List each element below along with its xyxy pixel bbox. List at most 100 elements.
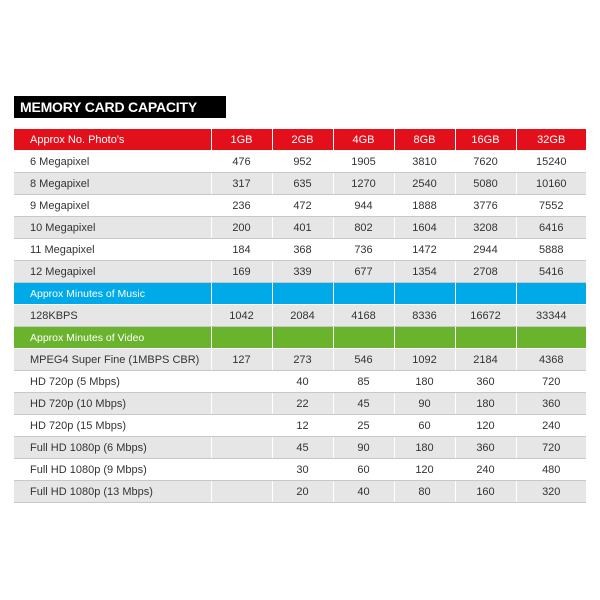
table-cell: 127 xyxy=(211,348,273,371)
table-cell: 2184 xyxy=(455,348,517,371)
table-row: 9 Megapixel 236 472 944 1888 3776 7552 xyxy=(14,194,586,217)
table-cell: 2084 xyxy=(272,304,334,327)
table-cell: 120 xyxy=(394,458,456,481)
table-cell: 480 xyxy=(516,458,586,481)
column-header xyxy=(333,326,395,349)
table-cell: 736 xyxy=(333,238,395,261)
table-cell: 169 xyxy=(211,260,273,283)
table-cell: 1354 xyxy=(394,260,456,283)
row-label: HD 720p (10 Mbps) xyxy=(14,392,212,415)
section-label: Approx No. Photo's xyxy=(14,129,212,151)
column-header xyxy=(211,326,273,349)
table-cell: 476 xyxy=(211,150,273,173)
table-cell xyxy=(211,480,273,503)
row-label: HD 720p (15 Mbps) xyxy=(14,414,212,437)
table-row: HD 720p (10 Mbps) 22 45 90 180 360 xyxy=(14,392,586,415)
table-cell: 2708 xyxy=(455,260,517,283)
column-header: 1GB xyxy=(211,129,273,151)
table-row: HD 720p (5 Mbps) 40 85 180 360 720 xyxy=(14,370,586,393)
section-label: Approx Minutes of Video xyxy=(14,326,212,349)
column-header xyxy=(272,282,334,305)
table-row: 11 Megapixel 184 368 736 1472 2944 5888 xyxy=(14,238,586,261)
row-label: 128KBPS xyxy=(14,304,212,327)
row-label: HD 720p (5 Mbps) xyxy=(14,370,212,393)
table-cell xyxy=(211,370,273,393)
table-cell: 10160 xyxy=(516,172,586,195)
row-label: 10 Megapixel xyxy=(14,216,212,239)
table-cell: 2944 xyxy=(455,238,517,261)
table-cell: 7620 xyxy=(455,150,517,173)
column-header xyxy=(516,282,586,305)
column-header xyxy=(394,282,456,305)
table-cell: 360 xyxy=(455,370,517,393)
table-row: Full HD 1080p (9 Mbps) 30 60 120 240 480 xyxy=(14,458,586,481)
table-cell: 16672 xyxy=(455,304,517,327)
column-header: 16GB xyxy=(455,129,517,151)
table-cell: 944 xyxy=(333,194,395,217)
table-cell: 200 xyxy=(211,216,273,239)
row-label: 8 Megapixel xyxy=(14,172,212,195)
column-header: 2GB xyxy=(272,129,334,151)
table-cell: 677 xyxy=(333,260,395,283)
table-cell: 6416 xyxy=(516,216,586,239)
table-cell: 3810 xyxy=(394,150,456,173)
table-cell: 1092 xyxy=(394,348,456,371)
table-cell: 240 xyxy=(455,458,517,481)
table-row: MPEG4 Super Fine (1MBPS CBR) 127 273 546 109… xyxy=(14,348,586,371)
column-header xyxy=(272,326,334,349)
table-cell: 5888 xyxy=(516,238,586,261)
table-cell: 720 xyxy=(516,436,586,459)
table-cell: 45 xyxy=(333,392,395,415)
table-row: 10 Megapixel 200 401 802 1604 3208 6416 xyxy=(14,216,586,239)
table-cell: 360 xyxy=(516,392,586,415)
row-label: 11 Megapixel xyxy=(14,238,212,261)
table-row: 8 Megapixel 317 635 1270 2540 5080 10160 xyxy=(14,172,586,195)
table-cell: 12 xyxy=(272,414,334,437)
table-cell: 60 xyxy=(394,414,456,437)
table-cell: 1270 xyxy=(333,172,395,195)
column-header xyxy=(516,326,586,349)
column-header xyxy=(455,326,517,349)
table-cell: 4368 xyxy=(516,348,586,371)
row-label: 9 Megapixel xyxy=(14,194,212,217)
table-row: Full HD 1080p (13 Mbps) 20 40 80 160 320 xyxy=(14,480,586,503)
table-cell: 1042 xyxy=(211,304,273,327)
table-cell: 184 xyxy=(211,238,273,261)
row-label: MPEG4 Super Fine (1MBPS CBR) xyxy=(14,348,212,371)
column-header xyxy=(333,282,395,305)
row-label: 12 Megapixel xyxy=(14,260,212,283)
table-cell: 339 xyxy=(272,260,334,283)
column-header: 32GB xyxy=(516,129,586,151)
table-cell xyxy=(211,436,273,459)
table-cell: 60 xyxy=(333,458,395,481)
row-label: Full HD 1080p (6 Mbps) xyxy=(14,436,212,459)
table-cell: 20 xyxy=(272,480,334,503)
column-header: 4GB xyxy=(333,129,395,151)
table-cell: 368 xyxy=(272,238,334,261)
table-row: 6 Megapixel 476 952 1905 3810 7620 15240 xyxy=(14,150,586,173)
table-cell: 4168 xyxy=(333,304,395,327)
column-header xyxy=(394,326,456,349)
row-label: 6 Megapixel xyxy=(14,150,212,173)
table-cell: 30 xyxy=(272,458,334,481)
table-cell: 180 xyxy=(394,370,456,393)
table-cell: 85 xyxy=(333,370,395,393)
table-cell xyxy=(211,414,273,437)
table-cell: 401 xyxy=(272,216,334,239)
capacity-table: Approx No. Photo's 1GB 2GB 4GB 8GB 16GB 32GB 6 … xyxy=(14,129,586,503)
table-cell: 5416 xyxy=(516,260,586,283)
table-cell: 273 xyxy=(272,348,334,371)
table-cell: 546 xyxy=(333,348,395,371)
table-cell: 635 xyxy=(272,172,334,195)
table-row: 128KBPS 1042 2084 4168 8336 16672 33344 xyxy=(14,304,586,327)
table-cell: 90 xyxy=(333,436,395,459)
table-cell: 3208 xyxy=(455,216,517,239)
row-label: Full HD 1080p (9 Mbps) xyxy=(14,458,212,481)
table-cell: 472 xyxy=(272,194,334,217)
table-cell: 1905 xyxy=(333,150,395,173)
table-cell: 236 xyxy=(211,194,273,217)
table-cell: 40 xyxy=(333,480,395,503)
section-header: Approx Minutes of Music xyxy=(14,282,586,305)
section-label: Approx Minutes of Music xyxy=(14,282,212,305)
table-cell: 8336 xyxy=(394,304,456,327)
